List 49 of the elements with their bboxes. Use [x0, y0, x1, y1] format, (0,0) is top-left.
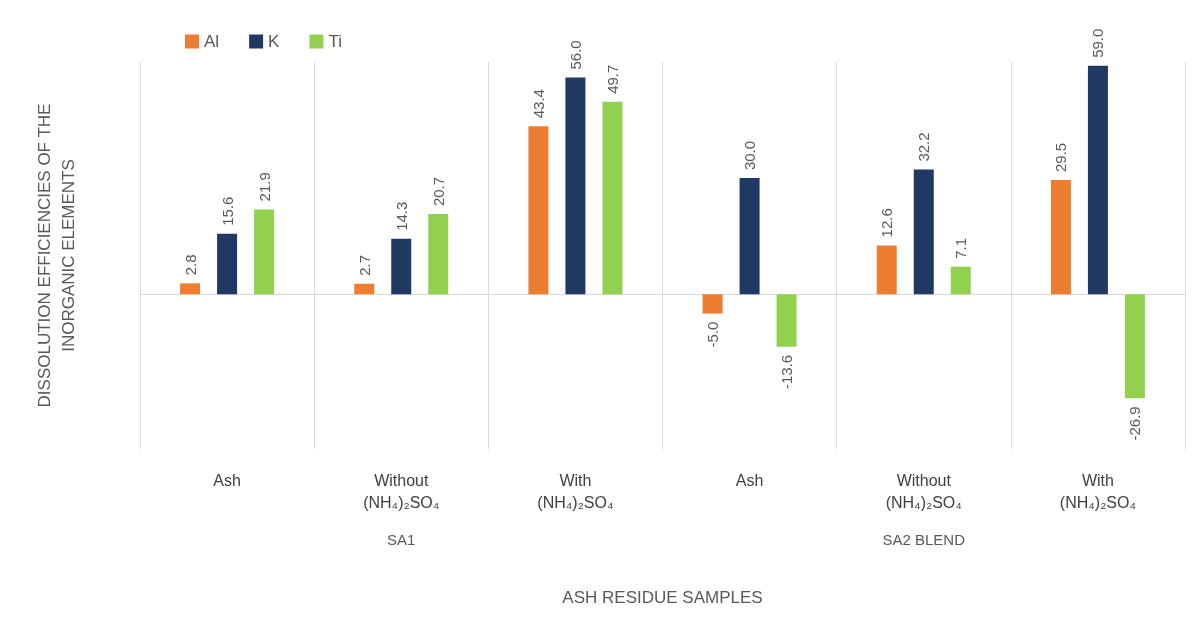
- data-label: 20.7: [429, 176, 447, 207]
- data-label: 56.0: [566, 40, 584, 70]
- data-label: -26.9: [1126, 406, 1144, 441]
- bar: [565, 77, 586, 295]
- data-label: 59.0: [1089, 28, 1107, 58]
- data-label: 30.0: [741, 140, 759, 171]
- data-label: 43.4: [529, 89, 547, 119]
- bar: [602, 101, 623, 295]
- data-label: 2.7: [355, 254, 373, 276]
- x-tick-label: Without (NH₄)₂SO₄: [363, 471, 440, 511]
- legend-label: Ti: [328, 32, 342, 51]
- x-axis-title: ASH RESIDUE SAMPLES: [562, 588, 763, 607]
- data-label: 12.6: [878, 208, 896, 238]
- data-label: 15.6: [218, 196, 236, 226]
- data-label: 14.3: [392, 201, 410, 231]
- y-axis-title: DISSOLUTION EFFICIENCIES OF THE INORGANIC ELEMENTS: [34, 103, 78, 408]
- x-tick-label: With (NH₄)₂SO₄: [537, 471, 614, 511]
- x-tick-label: Without (NH₄)₂SO₄: [885, 471, 962, 511]
- bar: [254, 209, 275, 295]
- bar: [776, 294, 797, 347]
- text: SA1: [387, 531, 416, 548]
- data-label: 2.8: [181, 254, 199, 276]
- bar: [180, 283, 201, 295]
- bar: [913, 169, 934, 295]
- data-label: 21.9: [255, 172, 273, 202]
- data-label: 29.5: [1052, 142, 1070, 173]
- data-label: 7.1: [952, 237, 970, 259]
- x-tick-label: Ash: [735, 471, 764, 489]
- bar: [702, 294, 723, 314]
- data-label: 32.2: [915, 132, 933, 162]
- bar: [1087, 65, 1108, 295]
- bar: [1124, 294, 1145, 399]
- bar: [217, 233, 238, 295]
- bar: [528, 126, 549, 295]
- data-label: -13.6: [778, 354, 796, 390]
- data-label: 49.7: [603, 64, 621, 94]
- data-label: -5.0: [704, 321, 722, 348]
- bar: [950, 266, 971, 295]
- text: SA2 BLEND: [882, 531, 966, 548]
- bar: [1050, 180, 1071, 295]
- bar: [876, 245, 897, 295]
- bar: [354, 283, 375, 295]
- legend-label: Al: [204, 32, 220, 51]
- bar: [428, 214, 449, 295]
- bar: [391, 238, 412, 295]
- x-tick-label: With (NH₄)₂SO₄: [1059, 471, 1136, 511]
- x-tick-label: Ash: [213, 471, 241, 489]
- legend-label: K: [268, 32, 281, 51]
- bar: [739, 178, 760, 295]
